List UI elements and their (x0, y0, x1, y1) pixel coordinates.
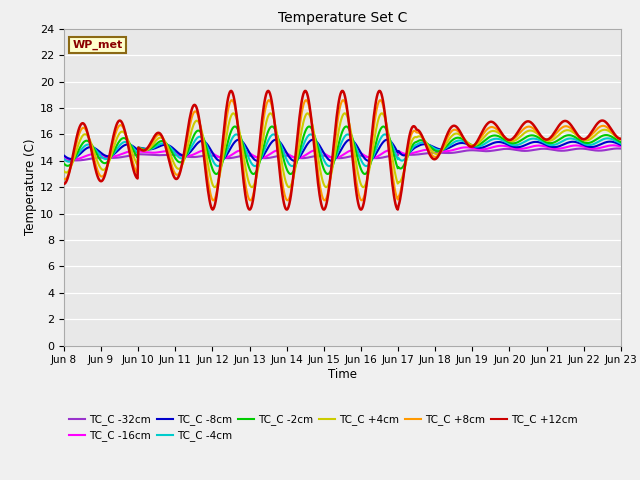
Text: WP_met: WP_met (72, 40, 123, 50)
Title: Temperature Set C: Temperature Set C (278, 11, 407, 25)
Legend: TC_C -32cm, TC_C -16cm, TC_C -8cm, TC_C -4cm, TC_C -2cm, TC_C +4cm, TC_C +8cm, T: TC_C -32cm, TC_C -16cm, TC_C -8cm, TC_C … (69, 414, 578, 441)
X-axis label: Time: Time (328, 368, 357, 381)
Y-axis label: Temperature (C): Temperature (C) (24, 139, 37, 236)
